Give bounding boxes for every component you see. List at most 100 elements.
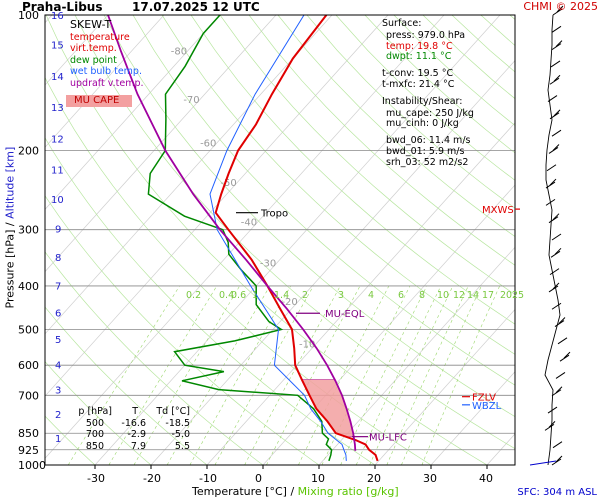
- altitude-tick-label: 1: [55, 434, 61, 445]
- y-label-pressure: Pressure [hPa]: [3, 229, 17, 309]
- mixing-ratio-label: 0.2: [186, 290, 201, 301]
- altitude-tick-label: 15: [51, 41, 64, 52]
- wind-barb: [553, 109, 561, 117]
- isotherm-line: [45, 15, 221, 210]
- series-updraft-v-temp-: [107, 15, 357, 451]
- surface-dwpt: dwpt: 11.1 °C: [386, 51, 452, 63]
- pressure-tick-label: 100: [18, 9, 39, 22]
- isotherm-line: [45, 15, 333, 335]
- bwd-01: bwd_01: 5.9 m/s: [386, 145, 465, 157]
- wind-barb: [563, 351, 571, 359]
- wind-barb: [552, 282, 560, 290]
- plot-frame: [44, 14, 516, 466]
- pressure-tick-label: 300: [18, 224, 39, 237]
- wind-barb: [546, 164, 557, 172]
- wind-barb: [552, 144, 560, 151]
- dry-adiabat: [306, 15, 515, 209]
- plot-area: -80 -70 -60 -50 -40 -30 -20 -10: [45, 15, 600, 465]
- dry-adiabat: [248, 15, 515, 266]
- altitude-tick-label: 12: [51, 135, 64, 146]
- mixing-ratio-label: 12: [453, 290, 465, 301]
- x-tick-label: 10: [311, 472, 325, 485]
- isotherm-line: [94, 15, 501, 465]
- sfc-label: SFC: 304 m ASL: [517, 487, 597, 498]
- wind-barb: [547, 95, 558, 102]
- altitude-tick-label: 11: [51, 165, 64, 176]
- cell: 700: [85, 429, 104, 440]
- x-tick-label: 40: [479, 472, 493, 485]
- mixing-ratio-label: 6: [398, 290, 404, 301]
- dry-adiabat: [190, 15, 515, 325]
- fzlv-label: FZLV: [472, 393, 496, 404]
- tropo-label: Tropo: [260, 209, 288, 220]
- mixing-ratio-label: 0.4: [219, 290, 234, 301]
- y-label-altitude: Altitude [km]: [3, 146, 17, 219]
- wind-barb: [558, 317, 566, 324]
- x-tick-label: -20: [143, 472, 161, 485]
- isotherm-line: [543, 15, 600, 465]
- isotherm-label: -20: [281, 297, 297, 308]
- series-wet-bulb-temp-: [209, 15, 347, 461]
- isotherm-label: -60: [200, 138, 216, 149]
- th-p: p [hPa]: [78, 406, 112, 417]
- wind-barb: [553, 74, 561, 82]
- isotherm-label: -70: [183, 95, 199, 106]
- pressure-tick-label: 700: [18, 389, 39, 402]
- table-header: p [hPa] T Td [°C]: [76, 406, 190, 418]
- cell: -16.6: [121, 417, 146, 429]
- mu-cape: mu_cape: 250 J/kg: [386, 107, 474, 119]
- isotherm-label: -10: [299, 340, 315, 351]
- t-conv: t-conv: 19.5 °C: [382, 68, 454, 80]
- legend-updraft: updraft v.temp.: [70, 77, 144, 89]
- srh-03: srh_03: 52 m2/s2: [386, 156, 469, 168]
- sfc-wind: [529, 460, 557, 466]
- dry-adiabat: [161, 15, 515, 355]
- bwd-06: bwd_06: 11.4 m/s: [386, 135, 471, 147]
- mixing-ratio-label: 4: [368, 290, 374, 301]
- copyright: CHMI © 2025: [523, 0, 598, 13]
- table-row: 500 -16.6 -18.5: [76, 418, 190, 430]
- altitude-tick-label: 2: [55, 410, 61, 421]
- legend-wet-bulb: wet bulb temp.: [70, 66, 142, 77]
- wind-barb: [555, 40, 563, 47]
- pressure-tick-label: 200: [18, 144, 39, 157]
- surface-press: press: 979.0 hPa: [386, 29, 466, 41]
- cell: -5.0: [171, 429, 190, 440]
- wind-barb: [551, 233, 562, 241]
- isotherm-label: -30: [260, 259, 276, 270]
- cell: 7.9: [130, 440, 146, 452]
- wind-barb: [549, 178, 557, 186]
- y-axis-label: Pressure [hPa] / Altitude [km]: [3, 146, 17, 309]
- pressure-tick-label: 400: [18, 280, 39, 293]
- legend-dew-point: dew point: [70, 54, 117, 66]
- mixing-ratio-line: [67, 285, 180, 465]
- wbzl-label: WBZL: [472, 401, 502, 412]
- dry-adiabat: [509, 15, 515, 20]
- mixing-ratio-label: 20: [500, 290, 512, 301]
- mixing-ratio-label: 8: [419, 290, 425, 301]
- altitude-tick-label: 8: [55, 253, 61, 264]
- mu-lfc-label: MU-LFC: [369, 433, 407, 444]
- altitude-tick-label: 5: [55, 335, 61, 346]
- isotherm-line: [45, 15, 165, 148]
- mixing-ratio-line: [421, 285, 500, 465]
- table-row: 850 7.9 5.5: [76, 441, 190, 453]
- altitude-tick-label: 6: [55, 308, 61, 319]
- mxws-label: MXWS: [482, 205, 514, 216]
- legend-virt-temp: virt.temp.: [70, 43, 117, 54]
- pressure-tick-label: 925: [18, 444, 39, 457]
- altitude-tick-label: 14: [51, 72, 64, 83]
- cell: -18.5: [165, 417, 190, 429]
- levels-table: p [hPa] T Td [°C] 500 -16.6 -18.5 700 -2…: [76, 406, 190, 452]
- wind-barb: [555, 455, 563, 463]
- x-label-temp: Temperature [°C]: [192, 485, 287, 498]
- isotherm-line: [45, 15, 389, 397]
- mixing-ratio-label: 25: [512, 290, 524, 301]
- mixing-ratio-label: 10: [437, 290, 449, 301]
- altitude-tick-label: 13: [51, 103, 64, 114]
- isotherm-label: -40: [241, 218, 257, 229]
- mu-cape-legend: MU CAPE: [66, 95, 132, 107]
- wind-barb: [554, 247, 562, 255]
